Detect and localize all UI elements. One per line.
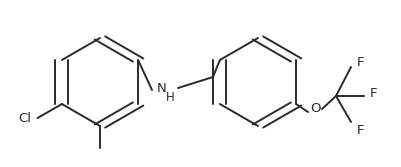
Text: N: N	[157, 81, 167, 95]
Text: F: F	[370, 87, 377, 100]
Text: O: O	[310, 103, 320, 116]
Text: H: H	[166, 91, 175, 104]
Text: F: F	[357, 55, 365, 68]
Text: Cl: Cl	[18, 112, 32, 125]
Text: F: F	[357, 124, 365, 136]
